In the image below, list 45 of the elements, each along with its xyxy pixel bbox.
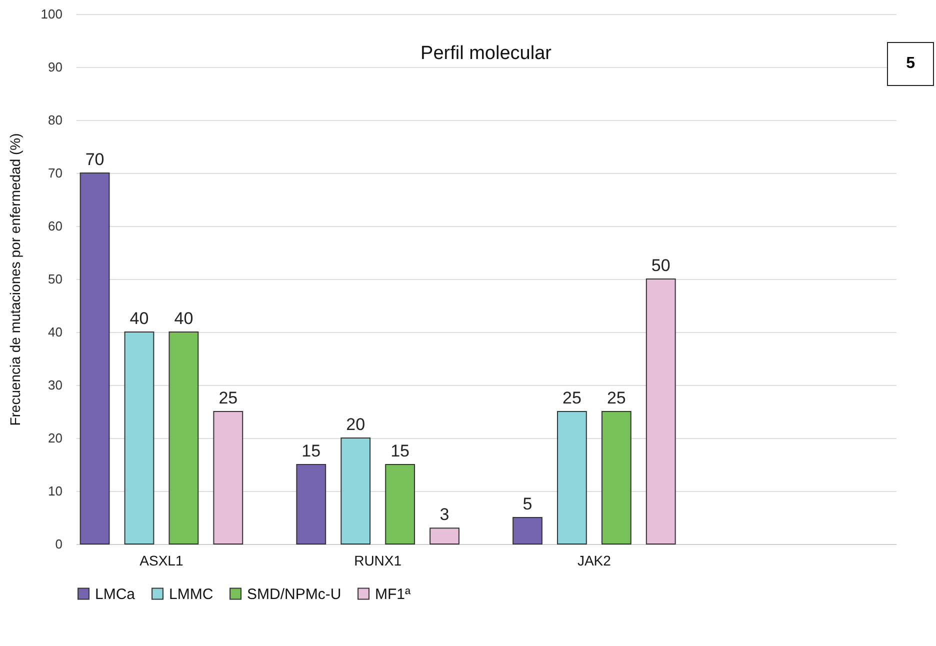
data-label: 20 xyxy=(346,415,366,434)
x-tick-label: RUNX1 xyxy=(354,552,402,568)
y-tick-label: 60 xyxy=(48,218,62,234)
text: Perfil molecular xyxy=(420,43,552,64)
bar xyxy=(340,438,371,544)
x-tick-label: JAK2 xyxy=(577,552,612,568)
legend-label: SMD/NPMc-U xyxy=(247,586,342,603)
data-label: 15 xyxy=(302,442,321,460)
y-tick-label: 70 xyxy=(48,166,62,180)
bar xyxy=(168,332,199,544)
data-label: 40 xyxy=(174,309,194,328)
x-tick-label: ASXL1 xyxy=(140,552,184,568)
data-label: 5 xyxy=(522,494,532,514)
legend-label: LMMC xyxy=(169,586,214,603)
bar xyxy=(80,172,110,544)
bar xyxy=(296,464,326,544)
bar xyxy=(213,411,244,544)
y-tick-label: 10 xyxy=(48,484,62,498)
y-tick-label: 80 xyxy=(48,112,62,128)
bar xyxy=(385,464,415,544)
y-tick-label: 0 xyxy=(55,536,62,552)
bar xyxy=(601,411,632,544)
y-tick-label: 90 xyxy=(48,60,62,74)
data-label: 25 xyxy=(562,388,582,408)
data-label: 40 xyxy=(130,309,149,328)
legend-label: MF1ª xyxy=(375,586,411,603)
bar xyxy=(124,332,154,544)
data-label: 3 xyxy=(440,505,450,524)
y-tick-label: 50 xyxy=(48,272,62,286)
data-label: 50 xyxy=(651,256,670,275)
y-tick-label: 20 xyxy=(48,430,62,446)
text: 5 xyxy=(887,42,934,86)
y-axis-title: Frecuencia de mutaciones por enfermedad (%) xyxy=(6,133,23,426)
y-tick-label: 100 xyxy=(40,6,62,22)
bar xyxy=(512,517,542,544)
y-tick-label: 40 xyxy=(48,324,62,340)
data-label: 15 xyxy=(390,442,410,460)
data-label: 70 xyxy=(85,150,104,169)
bar xyxy=(430,528,460,544)
data-label: 25 xyxy=(218,388,238,408)
y-tick-label: 30 xyxy=(48,378,62,392)
data-label: 25 xyxy=(606,388,626,408)
bar xyxy=(646,278,676,544)
legend-label: LMCa xyxy=(95,586,136,603)
bar xyxy=(557,411,587,544)
